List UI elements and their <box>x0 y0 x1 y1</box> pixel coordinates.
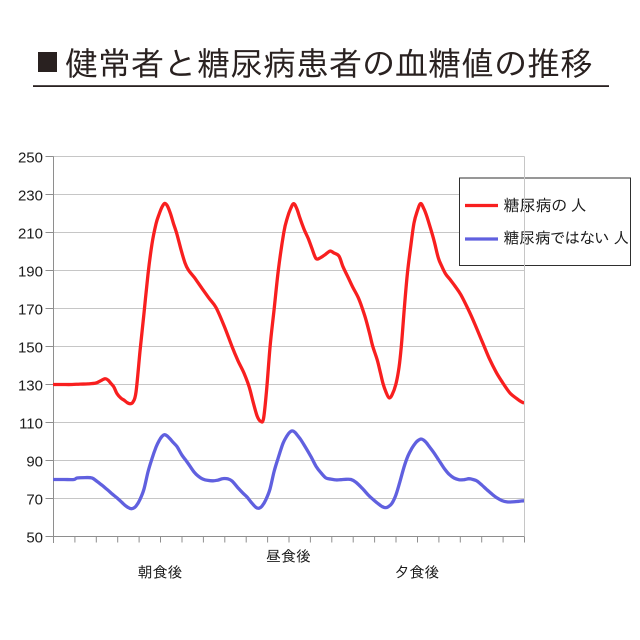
svg-text:210: 210 <box>18 225 43 242</box>
svg-text:130: 130 <box>18 377 43 394</box>
svg-text:90: 90 <box>26 453 43 470</box>
svg-text:230: 230 <box>18 187 43 204</box>
svg-text:170: 170 <box>18 301 43 318</box>
svg-text:150: 150 <box>18 339 43 356</box>
svg-text:110: 110 <box>19 415 43 432</box>
svg-text:50: 50 <box>26 529 43 546</box>
svg-text:250: 250 <box>18 149 43 166</box>
svg-text:190: 190 <box>18 263 43 280</box>
svg-text:70: 70 <box>26 491 43 508</box>
